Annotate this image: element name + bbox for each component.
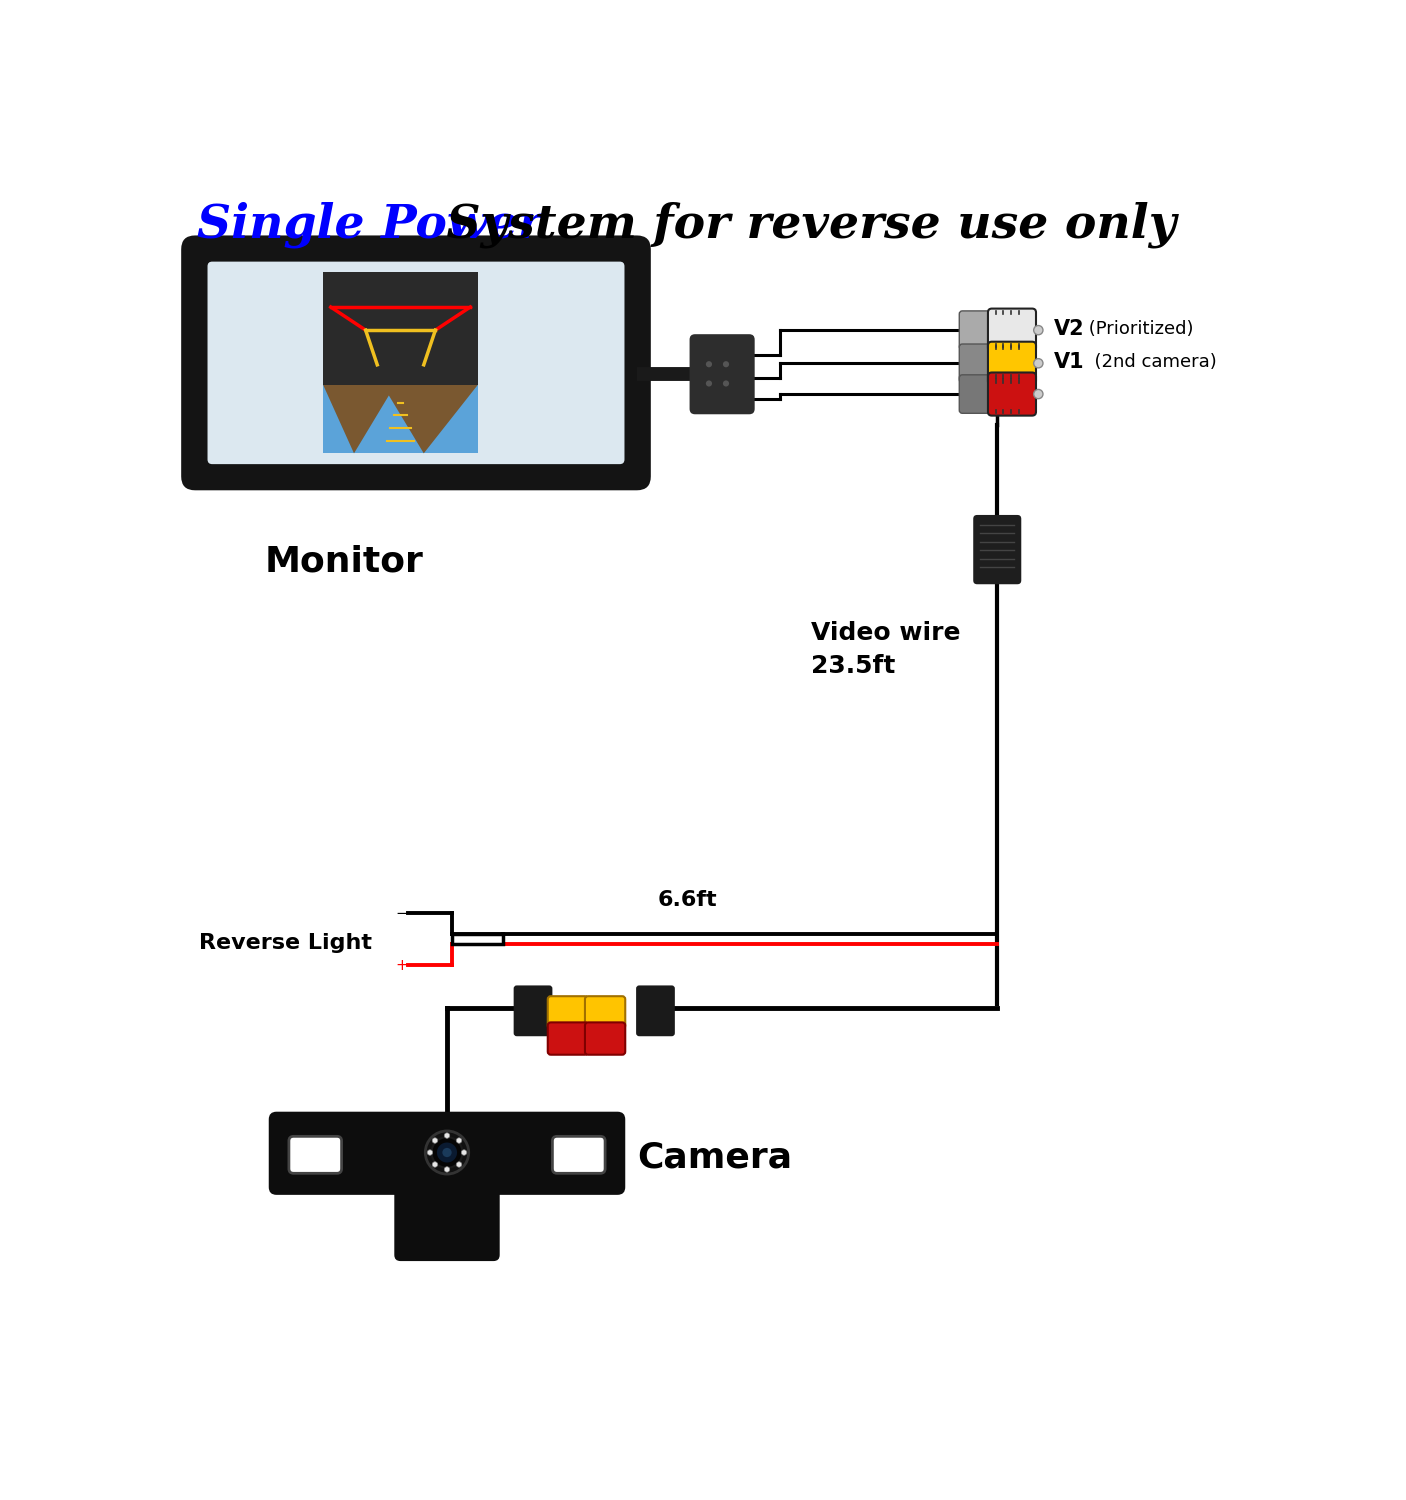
Text: Camera: Camera xyxy=(637,1140,792,1174)
Text: Video wire
23.5ft: Video wire 23.5ft xyxy=(811,621,960,678)
FancyBboxPatch shape xyxy=(548,1023,588,1054)
Circle shape xyxy=(432,1137,463,1168)
Text: V2: V2 xyxy=(1054,318,1084,339)
Text: Single Power: Single Power xyxy=(197,201,543,248)
FancyBboxPatch shape xyxy=(636,986,675,1036)
FancyBboxPatch shape xyxy=(585,1023,626,1054)
Bar xyxy=(323,384,478,453)
Circle shape xyxy=(1033,358,1043,368)
Text: Monitor: Monitor xyxy=(264,544,423,578)
FancyBboxPatch shape xyxy=(988,342,1036,386)
FancyBboxPatch shape xyxy=(181,236,651,490)
Circle shape xyxy=(425,1131,468,1174)
Circle shape xyxy=(1033,390,1043,399)
Circle shape xyxy=(432,1138,437,1143)
Circle shape xyxy=(427,1150,433,1155)
Text: V1: V1 xyxy=(1054,351,1084,372)
FancyBboxPatch shape xyxy=(585,996,626,1029)
Circle shape xyxy=(437,1143,457,1162)
FancyBboxPatch shape xyxy=(973,514,1021,585)
FancyBboxPatch shape xyxy=(269,1112,626,1196)
Text: System for reverse use only: System for reverse use only xyxy=(430,201,1177,248)
Circle shape xyxy=(1033,326,1043,334)
FancyBboxPatch shape xyxy=(288,1137,342,1173)
FancyBboxPatch shape xyxy=(988,372,1036,416)
FancyBboxPatch shape xyxy=(959,375,998,414)
Bar xyxy=(478,240,510,256)
FancyBboxPatch shape xyxy=(689,334,755,414)
Circle shape xyxy=(444,1132,450,1138)
Circle shape xyxy=(457,1162,461,1167)
FancyBboxPatch shape xyxy=(959,310,998,350)
FancyBboxPatch shape xyxy=(548,996,588,1029)
Bar xyxy=(453,934,503,944)
Text: (Prioritized): (Prioritized) xyxy=(1083,320,1194,338)
Bar xyxy=(323,273,478,384)
Circle shape xyxy=(457,1138,461,1143)
Circle shape xyxy=(461,1150,467,1155)
Circle shape xyxy=(706,362,711,368)
Bar xyxy=(323,240,356,256)
Circle shape xyxy=(723,381,730,387)
FancyBboxPatch shape xyxy=(988,309,1036,351)
Circle shape xyxy=(432,1162,437,1167)
FancyBboxPatch shape xyxy=(208,261,624,464)
FancyBboxPatch shape xyxy=(959,344,998,382)
Circle shape xyxy=(706,381,711,387)
Polygon shape xyxy=(323,384,478,453)
Text: +: + xyxy=(395,958,408,974)
FancyBboxPatch shape xyxy=(553,1137,605,1173)
FancyBboxPatch shape xyxy=(394,1180,499,1262)
Circle shape xyxy=(443,1148,451,1156)
Text: −: − xyxy=(395,906,408,921)
Circle shape xyxy=(444,1167,450,1172)
Text: Reverse Light: Reverse Light xyxy=(200,933,373,952)
Text: (2nd camera): (2nd camera) xyxy=(1083,352,1218,370)
FancyBboxPatch shape xyxy=(513,986,553,1036)
Text: 6.6ft: 6.6ft xyxy=(658,890,717,910)
Circle shape xyxy=(723,362,730,368)
